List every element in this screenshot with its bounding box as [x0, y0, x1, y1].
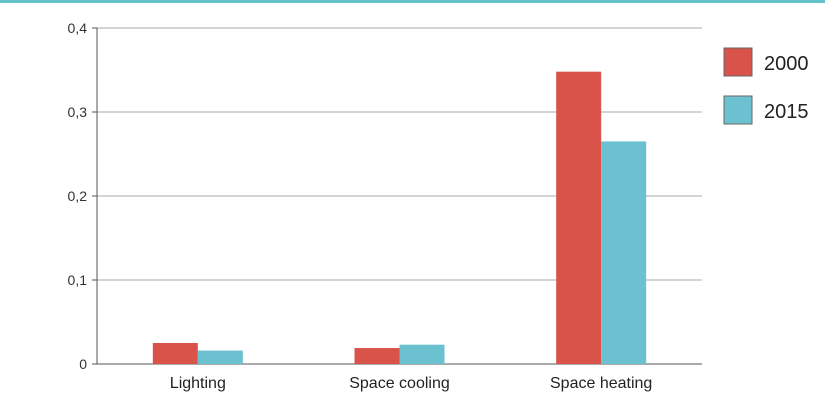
legend-swatch-2000: [723, 47, 753, 77]
bars: [152, 71, 647, 365]
y-tick-label: 0: [79, 356, 87, 372]
bar-space-heating-2000: [556, 71, 602, 365]
legend-label-2000: 2000: [764, 53, 809, 75]
legend-label-2015: 2015: [764, 101, 809, 123]
category-label: Lighting: [170, 375, 226, 392]
y-tick-label: 0,1: [68, 272, 88, 288]
y-tick-label: 0,2: [68, 188, 88, 204]
bar-space-cooling-2000: [354, 348, 400, 364]
bar-lighting-2015: [197, 350, 243, 364]
legend-swatch-2015: [723, 95, 753, 125]
bar-lighting-2000: [152, 343, 198, 364]
category-label: Space heating: [550, 375, 652, 392]
top-border: [0, 0, 825, 3]
y-tick-label: 0,3: [68, 104, 88, 120]
category-labels: Lighting Space cooling Space heating: [170, 375, 653, 392]
bar-space-heating-2015: [601, 141, 647, 364]
category-label: Space cooling: [349, 375, 450, 392]
y-tick-labels: 0 0,1 0,2 0,3 0,4: [68, 20, 88, 372]
legend: 2000 2015: [723, 47, 809, 125]
bar-space-cooling-2015: [399, 344, 445, 364]
y-tick-label: 0,4: [68, 20, 88, 36]
